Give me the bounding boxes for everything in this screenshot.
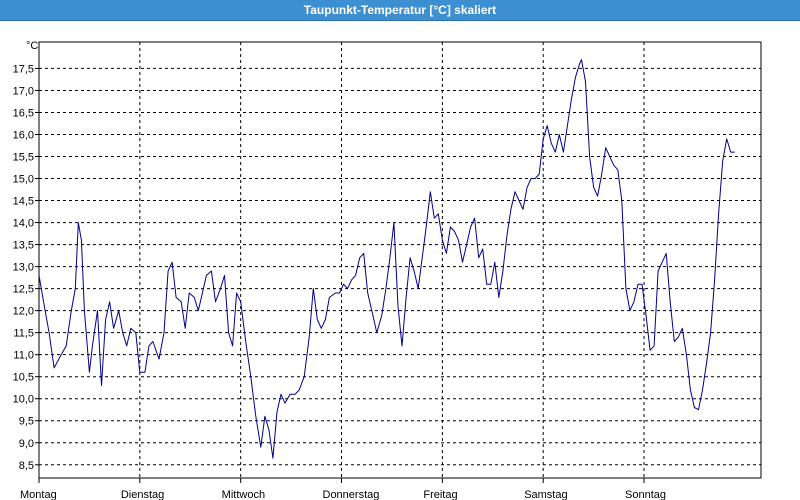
y-tick-label: 17,5	[13, 63, 34, 75]
x-tick-day-label: Freitag	[423, 489, 457, 500]
line-chart: °C 8,5 9,0 9,5 10,0 10,5 11,0 11,5 12,0 12,5 13,0…	[13, 40, 762, 500]
y-tick-label: 11,5	[13, 328, 34, 340]
y-tick-label: 8,5	[19, 460, 34, 472]
x-tick-day-label: Montag	[20, 489, 57, 500]
y-tick-label: 15,0	[13, 174, 34, 186]
y-tick-label: 16,0	[13, 129, 34, 141]
y-tick-label: 9,5	[19, 416, 34, 428]
x-tick-day-label: Samstag	[524, 489, 567, 500]
y-tick-label: 13,0	[13, 262, 34, 274]
x-tick-day-label: Dienstag	[121, 489, 164, 500]
y-tick-label: 17,0	[13, 85, 34, 97]
y-tick-label: 15,5	[13, 152, 34, 164]
y-tick-label: 14,5	[13, 196, 34, 208]
series-line	[38, 59, 735, 459]
y-tick-label: 11,0	[13, 350, 34, 362]
y-tick-label: 10,0	[13, 394, 34, 406]
y-tick-label: 12,5	[13, 284, 34, 296]
y-tick-label: 16,5	[13, 107, 34, 119]
y-axis-unit-label: °C	[26, 40, 38, 52]
x-tick-day-label: Sonntag	[625, 489, 666, 500]
y-tick-label: 14,0	[13, 218, 34, 230]
plot-area	[38, 41, 762, 479]
y-tick-label: 9,0	[19, 438, 34, 450]
y-tick-label: 13,5	[13, 240, 34, 252]
x-tick-day-label: Mittwoch	[222, 489, 265, 500]
window-title: Taupunkt-Temperatur [°C] skaliert	[0, 0, 800, 21]
y-tick-label: 12,0	[13, 306, 34, 318]
y-tick-label: 10,5	[13, 372, 34, 384]
x-tick-day-label: Donnerstag	[323, 489, 380, 500]
